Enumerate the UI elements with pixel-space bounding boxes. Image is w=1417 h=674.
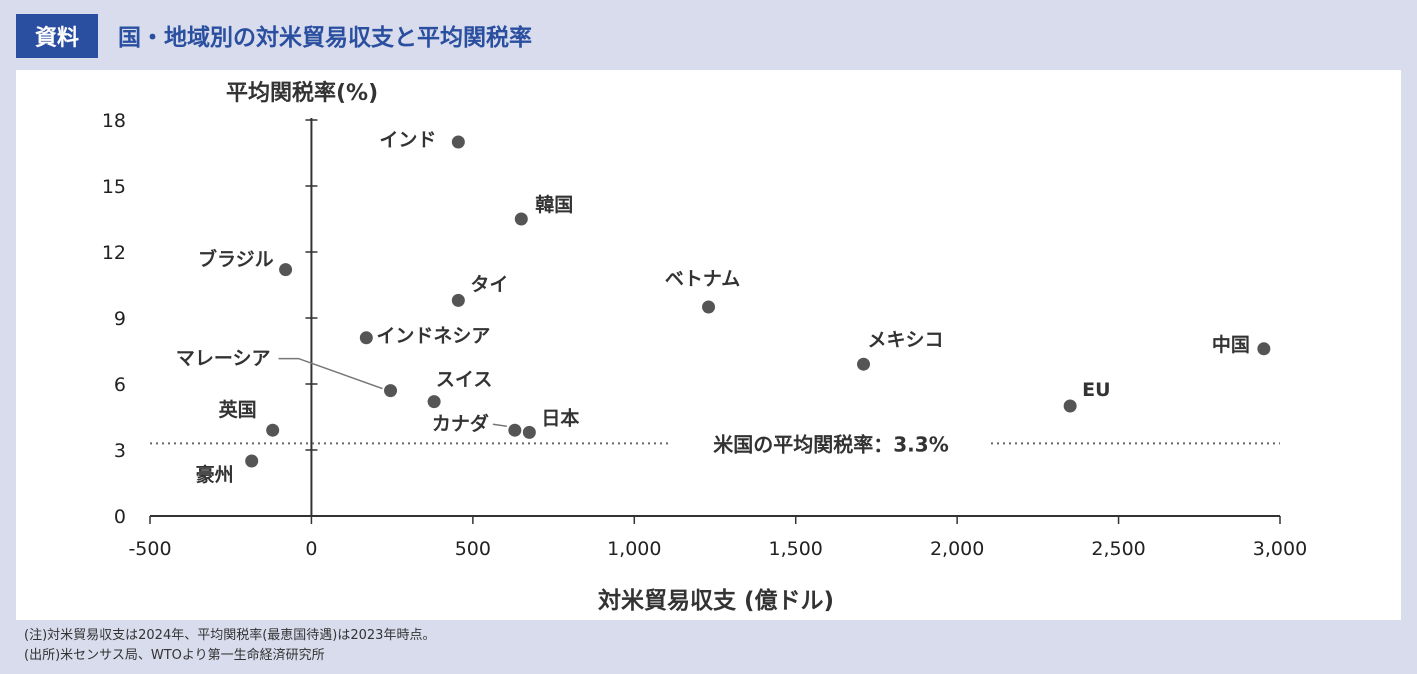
- point-label: 中国: [1212, 333, 1250, 356]
- point-label: スイス: [436, 369, 492, 391]
- data-point: [857, 357, 871, 371]
- reference-line-label: 米国の平均関税率：3.3%: [713, 432, 948, 456]
- scatter-chart: -500 0 500 1,000 1,500 2,000 2,500 3,0000369121…: [102, 80, 1307, 614]
- data-point: [279, 263, 293, 277]
- point-label: ベトナム: [665, 268, 740, 290]
- point-label: 英国: [219, 398, 257, 421]
- section-badge: 資料: [16, 14, 98, 58]
- point-label: マレーシア: [176, 348, 271, 370]
- data-point: [384, 384, 398, 398]
- data-point: [514, 212, 528, 226]
- point-label: インド: [379, 129, 436, 151]
- point-label: EU: [1082, 379, 1110, 401]
- y-axis-title: 平均関税率(%): [226, 80, 378, 106]
- point-label: カナダ: [432, 412, 489, 435]
- source-line: (出所)米センサス局、WTOより第一生命経済研究所: [24, 648, 325, 663]
- point-label: ブラジル: [198, 248, 274, 271]
- data-point: [245, 454, 259, 468]
- x-tick-label: -500: [128, 538, 171, 560]
- y-tick-label: 3: [114, 440, 126, 462]
- leader-line: [278, 357, 383, 390]
- data-point: [522, 425, 536, 439]
- data-point: [359, 331, 373, 345]
- point-label: メキシコ: [868, 329, 944, 351]
- point-label: インドネシア: [376, 325, 490, 347]
- header: 資料 国・地域別の対米貿易収支と平均関税率: [0, 0, 1417, 68]
- data-point: [451, 135, 465, 149]
- data-point: [266, 423, 280, 437]
- data-point: [508, 423, 522, 437]
- footnotes: (注)対米貿易収支は2024年、平均関税率(最恵国待遇)は2023年時点。 (出…: [24, 626, 435, 666]
- data-point: [1257, 342, 1271, 356]
- y-tick-label: 0: [114, 506, 126, 528]
- y-tick-label: 12: [102, 242, 126, 264]
- leader-line: [492, 423, 507, 427]
- x-tick-label: 2,500: [1091, 538, 1145, 560]
- point-label: タイ: [470, 273, 508, 295]
- y-tick-label: 9: [114, 308, 126, 330]
- y-tick-label: 18: [102, 110, 126, 132]
- point-label: 日本: [541, 406, 579, 429]
- x-tick-label: 0: [305, 538, 317, 560]
- y-tick-label: 6: [114, 374, 126, 396]
- data-point: [1063, 399, 1077, 413]
- x-tick-label: 3,000: [1253, 538, 1307, 560]
- x-tick-label: 2,000: [930, 538, 984, 560]
- data-point: [451, 293, 465, 307]
- data-point: [427, 395, 441, 409]
- x-tick-label: 1,000: [607, 538, 661, 560]
- point-label: 韓国: [535, 193, 573, 216]
- x-tick-label: 1,500: [769, 538, 823, 560]
- chart-panel: -500 0 500 1,000 1,500 2,000 2,500 3,000 0 3 6 9 12 1…: [16, 70, 1401, 620]
- chart-title: 国・地域別の対米貿易収支と平均関税率: [118, 25, 532, 51]
- data-point: [702, 300, 716, 314]
- x-tick-label: 500: [455, 538, 491, 560]
- y-tick-label: 15: [102, 176, 126, 198]
- note-line: (注)対米貿易収支は2024年、平均関税率(最恵国待遇)は2023年時点。: [24, 628, 436, 643]
- point-label: 豪州: [196, 463, 234, 486]
- x-axis-title: 対米貿易収支 (億ドル): [598, 587, 834, 614]
